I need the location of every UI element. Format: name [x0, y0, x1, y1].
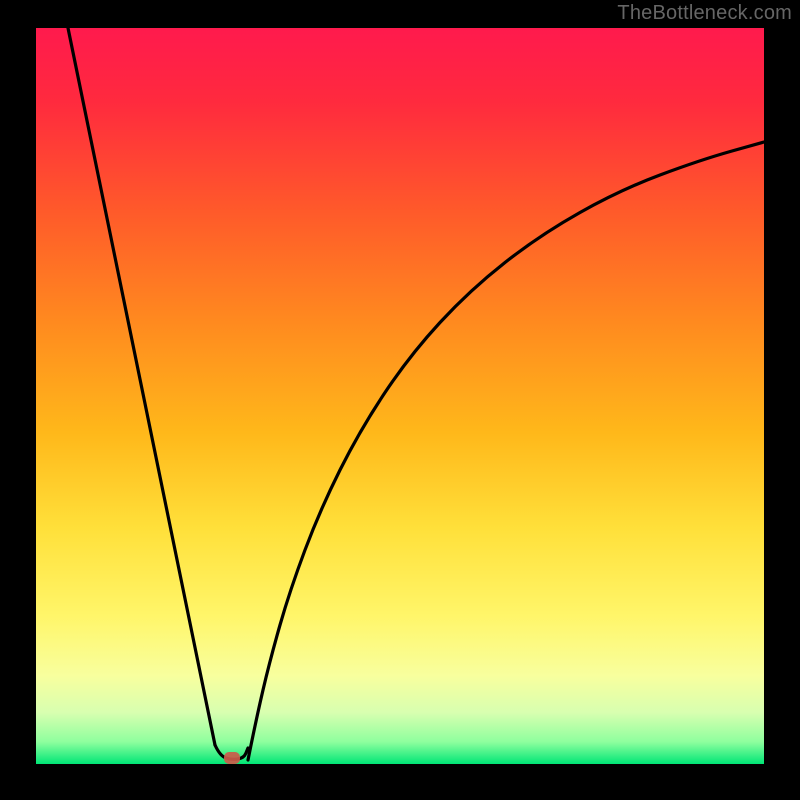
watermark-label: TheBottleneck.com	[617, 2, 792, 25]
chart-container: TheBottleneck.com	[0, 0, 800, 800]
minimum-marker	[224, 752, 240, 764]
chart-svg	[0, 0, 800, 800]
plot-gradient-background	[36, 28, 764, 764]
